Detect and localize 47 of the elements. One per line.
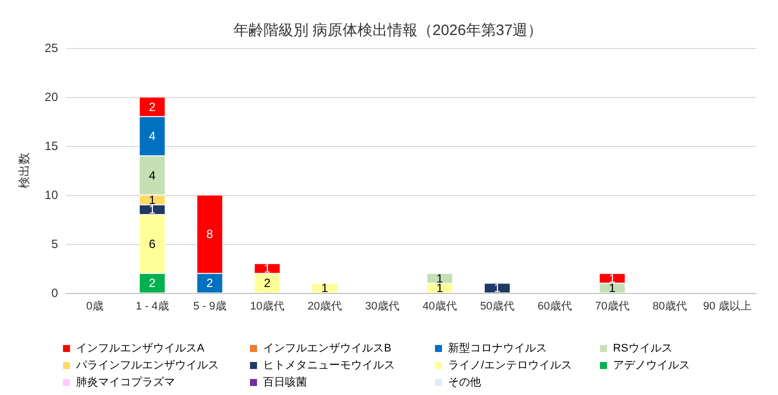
x-tick-label: 20歳代 xyxy=(308,300,342,312)
data-label: 1 xyxy=(608,281,616,296)
data-label: 1 xyxy=(494,281,501,296)
y-tick-label: 15 xyxy=(44,139,58,153)
data-label: 1 xyxy=(264,262,271,276)
x-tick-label: 0歳 xyxy=(86,300,104,312)
x-tick-label: 40歳代 xyxy=(422,300,457,312)
legend-label: 百日咳菌 xyxy=(263,376,307,388)
x-tick-label: 90 歳以上 xyxy=(703,300,752,312)
legend-label: ライノ/エンテロウイルス xyxy=(448,360,572,372)
y-tick-label: 5 xyxy=(51,237,58,251)
y-tick-label: 25 xyxy=(44,41,58,55)
x-tick-label: 50歳代 xyxy=(480,300,514,312)
y-axis-title: 検出数 xyxy=(17,152,31,188)
legend-label: ヒトメタニューモウイルス xyxy=(263,360,395,372)
x-tick-label: 1 - 4歳 xyxy=(136,300,169,312)
data-label: 2 xyxy=(148,100,156,114)
legend-label: RSウイルス xyxy=(613,342,672,354)
x-tick-label: 10歳代 xyxy=(250,300,284,312)
bar xyxy=(312,283,338,293)
legend-label: パラインフルエンザウイルス xyxy=(75,360,219,372)
data-label: 1 xyxy=(321,281,328,296)
data-label: 6 xyxy=(148,237,156,251)
data-label: 1 xyxy=(436,281,444,296)
x-tick-label: 70歳代 xyxy=(595,300,630,312)
x-tick-label: 30歳代 xyxy=(365,300,400,312)
legend-label: インフルエンザウイルスB xyxy=(263,342,392,354)
data-label: 2 xyxy=(206,276,214,290)
chart-title: 年齢階級別 病原体検出情報（2026年第37週） xyxy=(233,22,543,39)
bar xyxy=(484,283,510,293)
data-label: 2 xyxy=(148,276,156,290)
legend-label: 新型コロナウイルス xyxy=(448,342,547,354)
legend-label: アデノウイルス xyxy=(613,360,690,372)
y-tick-label: 20 xyxy=(44,90,58,104)
x-tick-label: 5 - 9歳 xyxy=(193,300,226,312)
legend-label: インフルエンザウイルスA xyxy=(76,342,205,354)
y-tick-label: 10 xyxy=(44,188,58,202)
data-label: 8 xyxy=(206,227,214,242)
x-tick-label: 60歳代 xyxy=(538,300,572,312)
data-label: 1 xyxy=(148,202,156,217)
data-label: 4 xyxy=(148,129,156,144)
x-tick-label: 80歳代 xyxy=(652,300,687,312)
y-tick-label: 0 xyxy=(51,286,58,300)
legend-label: 肺炎マイコプラズマ xyxy=(76,376,175,388)
data-label: 2 xyxy=(264,276,271,290)
legend-label: その他 xyxy=(448,376,481,388)
data-label: 4 xyxy=(148,168,156,182)
